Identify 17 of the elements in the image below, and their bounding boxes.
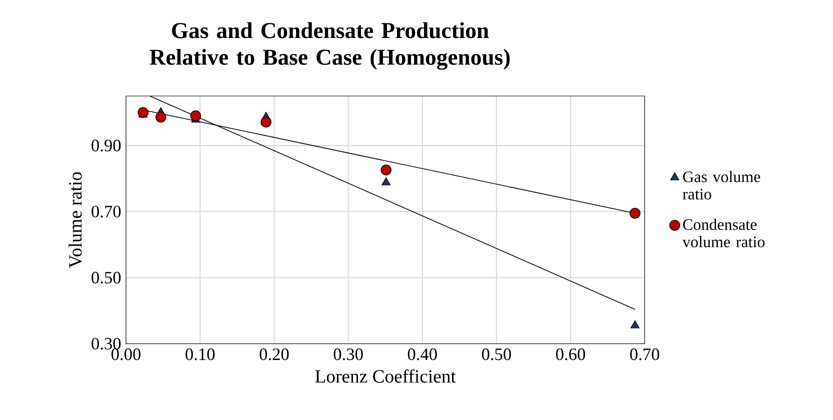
x-axis-title: Lorenz Coefficient [315, 369, 456, 383]
legend-label: Gas volume ratio [682, 170, 760, 200]
legend-label: Condensate volume ratio [682, 218, 765, 248]
x-tick-label: 0.70 [630, 348, 660, 360]
x-tick-label: 0.40 [408, 348, 437, 360]
y-tick-label: 0.50 [92, 272, 121, 284]
x-tick-label: 0.10 [186, 348, 215, 360]
y-tick-label: 0.30 [92, 338, 121, 350]
x-tick-label: 0.20 [260, 348, 289, 360]
x-tick-label: 0.00 [112, 348, 141, 360]
chart-title: Gas and Condensate Production Relative to Base Case (Homogenous) [150, 22, 510, 70]
x-tick-label: 0.30 [334, 348, 363, 360]
x-tick-label: 0.50 [482, 348, 511, 360]
y-tick-label: 0.70 [92, 206, 121, 218]
y-tick-label: 0.90 [92, 140, 121, 152]
y-axis-title: Volume ratio [68, 172, 82, 268]
x-tick-label: 0.60 [556, 348, 586, 360]
